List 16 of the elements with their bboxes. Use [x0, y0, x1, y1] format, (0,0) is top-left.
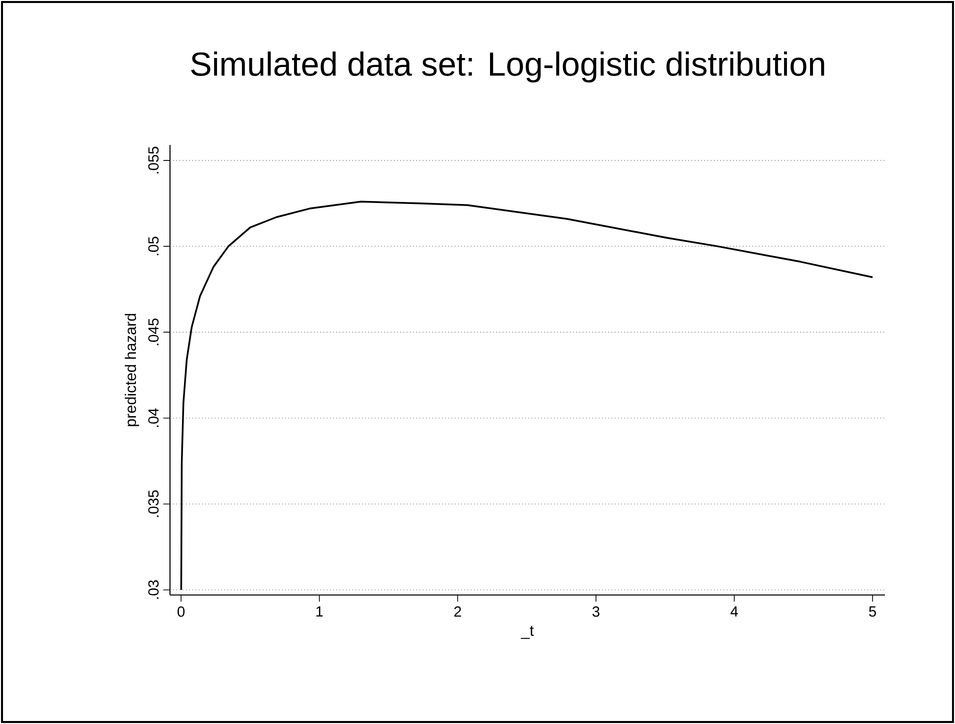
y-tick-label: .05 [148, 236, 159, 256]
x-tick-label: 5 [869, 606, 876, 617]
y-tick-label: .055 [148, 146, 159, 174]
x-tick-label: 3 [592, 606, 600, 617]
x-axis-title: _t [520, 626, 534, 639]
x-tick-label: 4 [730, 606, 738, 616]
y-tick-label: .04 [148, 408, 159, 427]
y-tick-label: .03 [148, 580, 159, 599]
x-tick-label: 0 [178, 606, 185, 617]
x-tick-label: 1 [316, 606, 323, 616]
y-axis-title: predicted hazard [124, 314, 140, 426]
y-tick-label: .045 [148, 318, 159, 346]
line-series [180, 200, 874, 591]
x-tick-label: 2 [454, 606, 462, 617]
y-tick-label: .035 [148, 490, 159, 517]
chart-title: Simulated data set: Log-logistic distribution [191, 51, 824, 83]
